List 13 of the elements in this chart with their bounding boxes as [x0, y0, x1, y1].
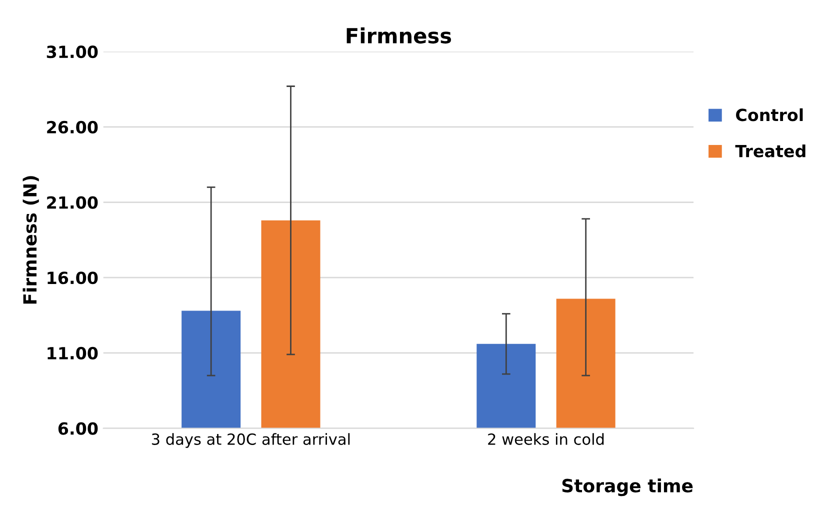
- legend-label: Control: [736, 108, 803, 122]
- y-tick-label: 16.00: [48, 272, 98, 284]
- legend-label: Treated: [735, 144, 806, 158]
- y-tick-label: 21.00: [47, 196, 98, 209]
- y-tick-label: 6.00: [58, 422, 98, 435]
- chart-title: Firmness: [346, 27, 452, 44]
- x-axis-title: Storage time: [562, 478, 693, 496]
- x-tick-label: 2 weeks in cold: [488, 433, 604, 445]
- y-tick-label: 11.00: [48, 346, 98, 360]
- x-tick-label: 3 days at 20C after arrival: [152, 433, 350, 448]
- y-tick-label: 26.00: [47, 120, 98, 134]
- y-axis-title: Firmness (N): [22, 176, 39, 304]
- y-tick-label: 31.00: [46, 46, 98, 58]
